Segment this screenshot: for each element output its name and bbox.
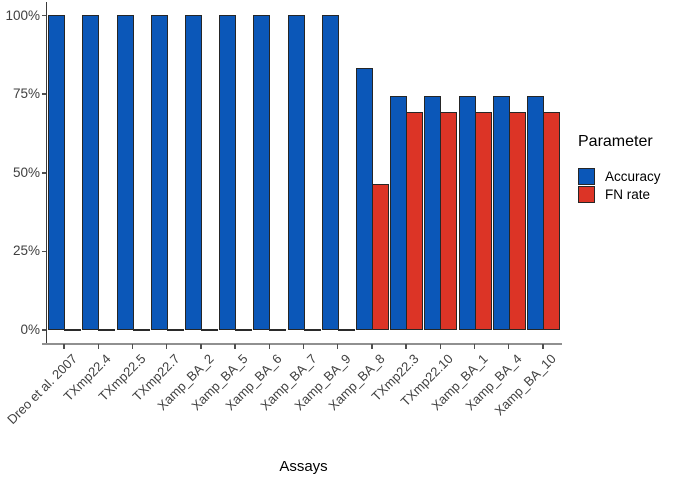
x-tick-mark-dreo-et-al-2007 — [63, 344, 65, 349]
bar-accuracy-xamp-ba-9 — [321, 15, 339, 330]
x-tick-mark-xamp-ba-9 — [336, 344, 339, 349]
bar-accuracy-xamp-ba-7 — [287, 15, 305, 330]
x-tick-mark-xamp-ba-1 — [473, 344, 476, 349]
legend-label-accuracy: Accuracy — [605, 169, 661, 185]
bar-fn-rate-xamp-ba-4 — [508, 112, 526, 330]
bar-fn-rate-xamp-ba-1 — [474, 112, 492, 330]
legend-title: Parameter — [578, 133, 653, 150]
x-axis-line — [42, 343, 562, 346]
x-tick-mark-xamp-ba-2 — [200, 344, 202, 349]
bar-fn-rate-xamp-ba-10 — [542, 112, 560, 330]
x-tick-mark-xamp-ba-8 — [371, 344, 373, 349]
x-tick-mark-txmp22-10 — [439, 344, 442, 349]
legend: Parameter Accuracy FN rate — [578, 131, 661, 203]
bar-accuracy-txmp22-7 — [150, 15, 168, 330]
y-axis-line — [45, 2, 48, 344]
bar-fn-rate-xamp-ba-9 — [337, 328, 355, 331]
y-tick-mark-50 — [41, 172, 46, 174]
bar-accuracy-dreo-et-al-2007 — [48, 15, 66, 330]
bar-accuracy-txmp22-5 — [116, 15, 134, 330]
x-axis-title: Assays — [279, 458, 328, 475]
bar-fn-rate-txmp22-4 — [98, 328, 116, 331]
y-tick-mark-0 — [41, 329, 46, 331]
legend-key-fn-rate-swatch-icon — [578, 185, 595, 203]
bar-accuracy-xamp-ba-6 — [253, 15, 271, 330]
y-tick-label-75: 75% — [12, 86, 40, 102]
bar-accuracy-xamp-ba-5 — [219, 15, 237, 330]
bar-fn-rate-xamp-ba-5 — [235, 328, 253, 331]
legend-key-accuracy-swatch-icon — [578, 168, 595, 186]
bar-accuracy-txmp22-4 — [82, 15, 100, 330]
y-tick-label-0: 0% — [20, 322, 40, 337]
bar-accuracy-xamp-ba-8 — [355, 68, 373, 330]
y-tick-mark-100 — [41, 14, 46, 17]
bar-accuracy-txmp22-3 — [390, 96, 408, 330]
bar-accuracy-xamp-ba-10 — [526, 96, 544, 330]
bar-fn-rate-txmp22-3 — [406, 112, 424, 330]
x-tick-mark-txmp22-5 — [131, 344, 134, 349]
x-tick-mark-xamp-ba-10 — [542, 344, 544, 349]
x-tick-mark-txmp22-3 — [405, 344, 407, 349]
y-tick-mark-75 — [41, 93, 46, 95]
legend-item-accuracy: Accuracy — [578, 168, 661, 186]
x-tick-mark-xamp-ba-7 — [302, 344, 305, 349]
x-tick-mark-xamp-ba-6 — [268, 344, 271, 349]
legend-item-fn-rate: FN rate — [578, 185, 661, 204]
y-tick-label-25: 25% — [12, 243, 40, 259]
bar-fn-rate-xamp-ba-2 — [200, 328, 218, 331]
x-tick-mark-txmp22-7 — [165, 344, 168, 349]
x-tick-mark-xamp-ba-4 — [507, 344, 510, 349]
bar-fn-rate-txmp22-5 — [132, 328, 150, 331]
bar-fn-rate-xamp-ba-8 — [371, 184, 389, 330]
y-tick-mark-25 — [41, 250, 46, 253]
bar-accuracy-xamp-ba-1 — [458, 96, 476, 330]
bar-accuracy-xamp-ba-4 — [492, 96, 510, 330]
bar-accuracy-txmp22-10 — [424, 96, 442, 330]
y-tick-label-50: 50% — [12, 164, 40, 180]
legend-items: Accuracy FN rate — [578, 168, 661, 203]
x-tick-mark-txmp22-4 — [97, 344, 100, 349]
legend-label-fn-rate: FN rate — [605, 186, 651, 202]
bar-fn-rate-dreo-et-al-2007 — [64, 328, 82, 331]
x-tick-mark-xamp-ba-5 — [234, 344, 236, 349]
bar-fn-rate-xamp-ba-6 — [269, 328, 287, 331]
bar-fn-rate-txmp22-10 — [440, 112, 458, 330]
y-tick-label-100: 100% — [5, 7, 40, 23]
bar-accuracy-xamp-ba-2 — [184, 15, 202, 330]
bar-fn-rate-xamp-ba-7 — [303, 328, 321, 331]
bar-fn-rate-txmp22-7 — [166, 328, 184, 331]
